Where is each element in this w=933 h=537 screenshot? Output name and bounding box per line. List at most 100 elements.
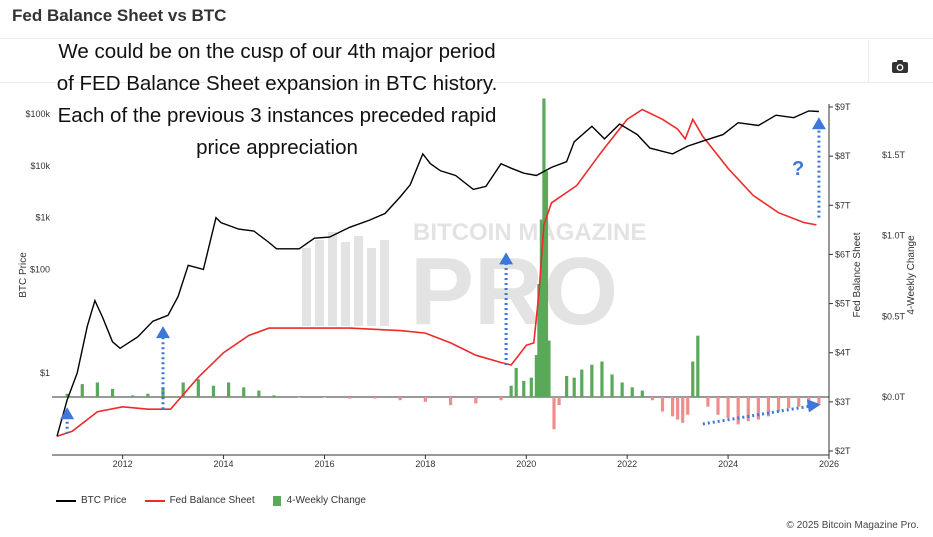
legend-swatch-change (272, 495, 281, 506)
x-tick-label: 2012 (113, 459, 133, 469)
watermark-bar (302, 248, 311, 326)
fed-tick-label: $5T (835, 299, 851, 309)
change-bar (547, 340, 551, 397)
change-bar (297, 397, 301, 398)
change-bar (65, 393, 69, 397)
copyright: © 2025 Bitcoin Magazine Pro. (786, 520, 919, 531)
change-bar (776, 397, 781, 412)
btc-tick-label: $1k (35, 213, 50, 223)
change-bar (423, 397, 427, 402)
change-bar (514, 367, 518, 397)
change-bar (580, 369, 584, 397)
btc-price-line (56, 110, 819, 437)
question-mark: ? (792, 158, 804, 180)
fed-tick-label: $4T (835, 348, 851, 358)
legend-item-fed[interactable]: Fed Balance Sheet (144, 495, 255, 506)
change-bar (398, 397, 402, 401)
change-bar (676, 397, 680, 420)
change-bar (797, 397, 801, 407)
watermark-bar (367, 248, 376, 326)
x-tick-label: 2018 (415, 459, 435, 469)
x-tick-label: 2026 (819, 459, 839, 469)
btc-tick-label: $100k (25, 109, 50, 119)
change-bar (590, 364, 594, 397)
legend-swatch-fed (144, 499, 165, 502)
arrows (60, 117, 826, 434)
x-tick-label: 2014 (214, 459, 234, 469)
ylabel-fed: Fed Balance Sheet (852, 232, 863, 317)
watermark: BITCOIN MAGAZINE PRO (302, 219, 646, 345)
change-bar (509, 385, 513, 397)
change-bar (610, 374, 614, 397)
change-bar (660, 397, 665, 412)
change-bar (161, 387, 165, 397)
watermark-bar (328, 232, 337, 326)
change-bar (620, 382, 624, 397)
change-bar (522, 380, 526, 397)
change-bar (542, 98, 546, 398)
fed-balance-line (56, 108, 817, 438)
change-bar (736, 397, 740, 425)
legend-label-btc: BTC Price (81, 495, 127, 506)
change-bar (544, 171, 549, 397)
change-bar (686, 397, 690, 415)
change-tick-label: $1.0T (882, 231, 906, 241)
change-tick-label: $0.5T (882, 311, 906, 321)
trend-arrow-head (806, 399, 821, 413)
legend-label-change: 4-Weekly Change (286, 495, 366, 506)
fed-tick-label: $3T (835, 397, 851, 407)
legend-item-change[interactable]: 4-Weekly Change (272, 495, 366, 506)
watermark-main: PRO (410, 238, 618, 345)
change-bar (146, 393, 150, 397)
x-tick-label: 2024 (718, 459, 738, 469)
arrow-head (60, 407, 75, 420)
legend-swatch-btc (56, 499, 76, 502)
legend-item-btc[interactable]: BTC Price (56, 495, 127, 506)
change-bar (131, 395, 135, 397)
change-bar (726, 397, 730, 418)
arrow-head (156, 326, 170, 339)
btc-tick-label: $10k (30, 161, 50, 171)
change-bar (499, 397, 503, 401)
change-bar (95, 382, 100, 397)
change-bar (110, 388, 115, 397)
fed-tick-label: $9T (835, 102, 851, 112)
change-bar (226, 382, 231, 397)
annotation-text: We could be on the cusp of our 4th major… (56, 40, 498, 159)
change-bar (681, 397, 685, 423)
change-bar (787, 397, 791, 409)
change-bar (80, 384, 84, 397)
fed-tick-label: $7T (835, 200, 851, 210)
ylabel-btc: BTC Price (18, 252, 29, 298)
watermark-bar (380, 240, 389, 326)
change-bar (746, 397, 750, 422)
change-bar (322, 397, 327, 398)
watermark-bar (341, 242, 350, 326)
change-bar (373, 397, 377, 399)
change-bar (716, 397, 720, 415)
x-tick-label: 2020 (516, 459, 536, 469)
fed-tick-label: $6T (835, 249, 851, 259)
change-bar (756, 397, 760, 420)
change-bar (600, 361, 604, 397)
watermark-bar (354, 236, 363, 326)
x-tick-label: 2022 (617, 459, 637, 469)
change-tick-label: $1.5T (882, 150, 906, 160)
ylabel-change: 4-Weekly Change (906, 235, 917, 315)
watermark-bar (315, 240, 324, 326)
change-bar (640, 390, 644, 397)
change-bar (534, 355, 538, 397)
fed-tick-label: $8T (835, 151, 851, 161)
camera-icon[interactable] (890, 57, 910, 75)
change-bar (706, 397, 710, 407)
change-bar (552, 397, 556, 430)
title-divider (0, 38, 933, 39)
x-tick-label: 2016 (314, 459, 334, 469)
arrow-head (811, 117, 826, 130)
legend: BTC Price Fed Balance Sheet 4-Weekly Cha… (56, 495, 384, 506)
change-bar (630, 387, 634, 397)
change-bar (572, 377, 576, 397)
change-tick-label: $0.0T (882, 392, 906, 402)
change-bar (211, 385, 216, 397)
